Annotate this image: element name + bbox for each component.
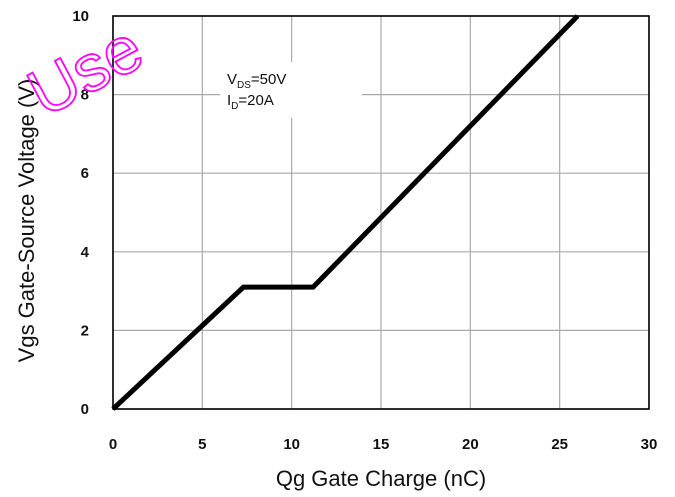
x-tick-label-10: 10	[283, 436, 300, 453]
series-line-0	[111, 14, 580, 411]
x-tick-label-15: 15	[373, 436, 390, 453]
x-tick-label-0: 0	[109, 436, 117, 453]
x-tick-labels: 0 5 10 15 20 25 30	[109, 436, 658, 453]
y-tick-label-6: 6	[81, 165, 89, 182]
y-tick-label-2: 2	[81, 322, 89, 339]
annotation-id: ID=20A	[227, 92, 274, 112]
y-tick-label-4: 4	[81, 244, 90, 261]
grid-lines	[112, 15, 650, 410]
x-tick-label-20: 20	[462, 436, 479, 453]
annotation-id-value: =20A	[238, 92, 273, 109]
y-axis-title: Vgs Gate-Source Voltage (V)	[14, 79, 39, 363]
x-tick-label-30: 30	[641, 436, 658, 453]
annotation-vds: VDS=50V	[227, 71, 286, 91]
y-tick-label-0: 0	[81, 401, 89, 418]
series-layer	[111, 14, 580, 411]
x-tick-label-25: 25	[551, 436, 568, 453]
annotation-vds-value: =50V	[251, 71, 286, 88]
y-tick-labels: 0 2 4 6 8 10	[72, 8, 89, 418]
annotation-id-sub: D	[231, 101, 238, 112]
y-tick-label-10: 10	[72, 8, 89, 25]
x-tick-label-5: 5	[198, 436, 206, 453]
annotation-vds-main: V	[227, 71, 237, 88]
annotation-vds-sub: DS	[237, 80, 251, 91]
annotation-id-main: I	[227, 92, 231, 109]
plot-frame	[112, 15, 650, 410]
x-axis-title: Qg Gate Charge (nC)	[276, 466, 486, 491]
annotation-background	[220, 62, 362, 118]
y-tick-label-8: 8	[81, 87, 89, 104]
